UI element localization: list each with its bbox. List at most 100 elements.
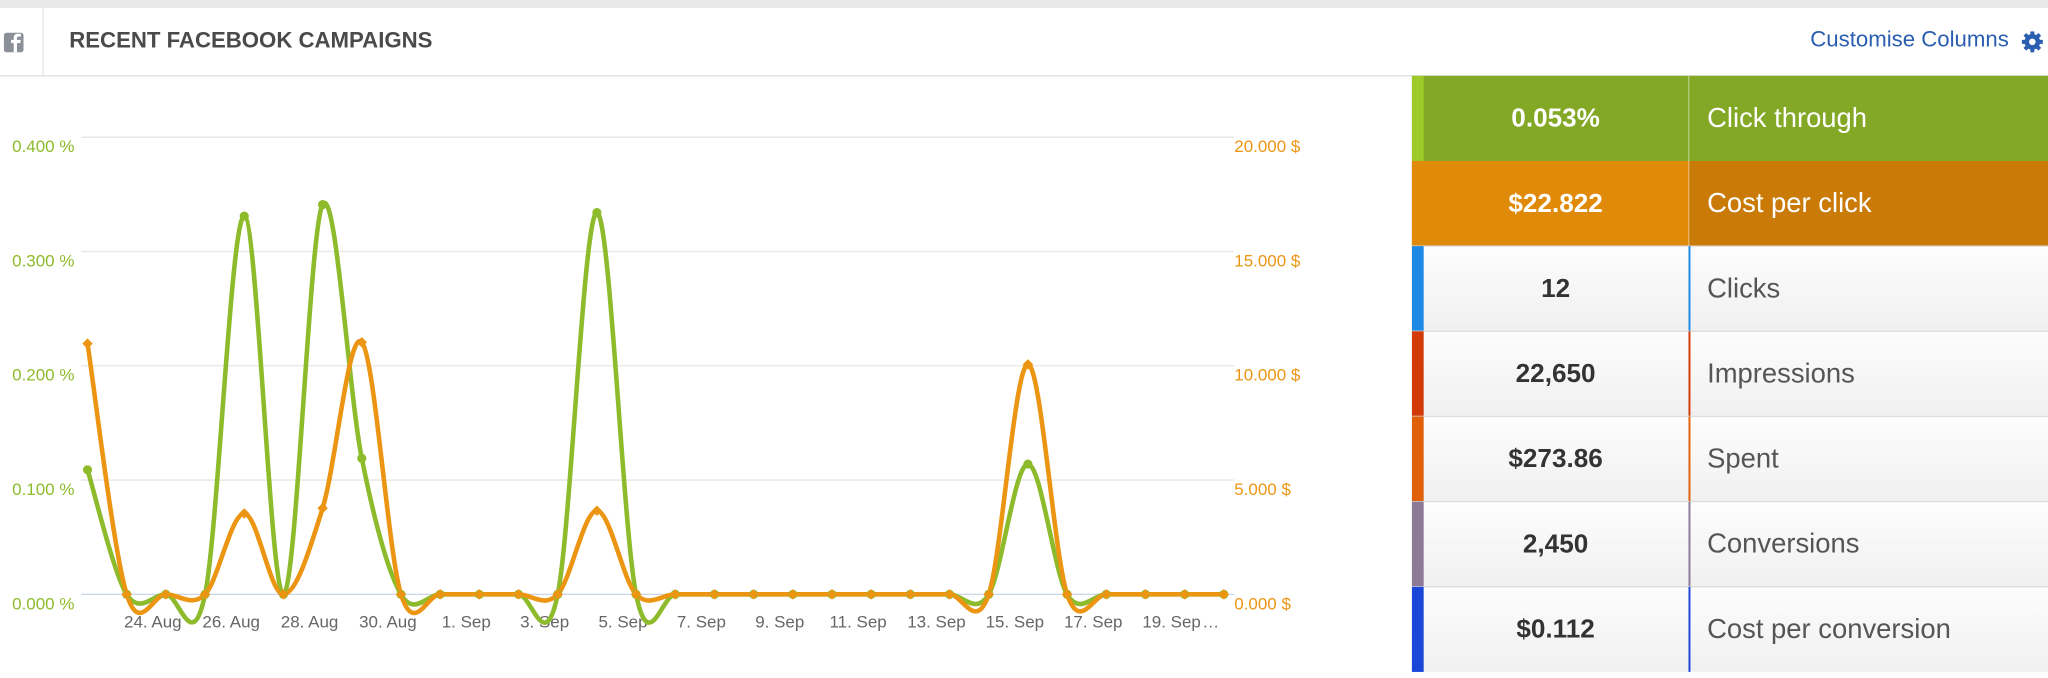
metric-value-cell [1411, 160, 1689, 247]
point-marker [1140, 589, 1151, 600]
point-marker [944, 589, 955, 600]
metric-row[interactable]: $22.822 Cost per click [1411, 160, 2048, 247]
y-tick-label: 0.000 % [12, 594, 74, 613]
x-tick-label: 5. Sep [598, 613, 647, 632]
metric-row[interactable]: 2,450 Conversions [1411, 500, 2048, 587]
metric-value: $0.112 [1516, 614, 1594, 644]
metric-value-cell [1411, 75, 1689, 161]
point-marker [239, 508, 250, 519]
point-marker [1022, 359, 1034, 370]
metric-cell [1411, 501, 2048, 587]
x-tick-label: 1. Sep [442, 613, 491, 632]
point-marker [121, 589, 132, 600]
x-tick-label: 13. Sep [907, 613, 966, 632]
point-marker [1218, 589, 1230, 600]
y2-tick-label: 15.000 $ [1234, 251, 1301, 270]
x-tick-label: 26. Aug [202, 613, 260, 632]
point-marker [318, 200, 328, 210]
metric-color-strip [1411, 501, 1424, 587]
metric-cell [1411, 416, 2048, 502]
x-tick-label: 24. Aug [124, 613, 182, 632]
point-marker [552, 589, 563, 600]
point-marker [709, 589, 720, 600]
point-marker [357, 453, 367, 463]
panel-title: RECENT FACEBOOK CAMPAIGNS [69, 28, 432, 53]
point-marker [748, 589, 759, 600]
series-line [85, 200, 1224, 625]
metric-row[interactable]: 12 Clicks [1411, 245, 2048, 332]
y2-tick-label: 5.000 $ [1234, 480, 1291, 499]
metric-color-strip [1411, 331, 1424, 417]
metric-color-strip [1411, 160, 1424, 247]
point-marker [317, 502, 328, 514]
point-marker [592, 208, 602, 218]
x-tick-label: 9. Sep [755, 613, 804, 632]
metric-value: $273.86 [1508, 443, 1602, 473]
metric-label: Conversions [1707, 528, 1859, 559]
point-marker [513, 589, 524, 600]
point-marker [395, 589, 407, 600]
metric-label-cell [1688, 75, 2048, 161]
y-tick-label: 0.300 % [12, 251, 74, 270]
metric-label: Cost per conversion [1707, 613, 1951, 644]
point-marker [787, 589, 799, 600]
point-marker [1179, 589, 1190, 600]
metrics-panel: 0.053% Click through $22.822 Cost per click… [1411, 75, 2048, 672]
x-tick-label: 28. Aug [281, 613, 339, 632]
point-marker [591, 505, 603, 516]
metric-label: Click through [1707, 102, 1867, 133]
y-tick-label: 0.200 % [12, 366, 74, 385]
metric-row[interactable]: 0.053% Click through [1411, 75, 2048, 161]
x-tick-label: … [1202, 613, 1219, 632]
point-marker [199, 589, 211, 600]
point-marker [474, 589, 485, 600]
metric-row[interactable]: $0.112 Cost per conversion [1411, 586, 2048, 672]
chart: 0.000 % 0.100 % 0.200 % 0.300 % 0.400 % 0.000… [12, 136, 1301, 632]
y-tick-label: 0.400 % [12, 137, 74, 156]
point-marker [239, 211, 249, 221]
point-marker [160, 589, 172, 600]
point-marker [826, 589, 838, 600]
point-marker [82, 465, 93, 475]
x-tick-label: 17. Sep [1064, 613, 1123, 632]
point-marker [670, 589, 681, 600]
y-tick-label: 0.100 % [12, 480, 74, 499]
customise-columns-link[interactable]: Customise Columns [1810, 26, 2009, 51]
metric-row[interactable]: 22,650 Impressions [1411, 330, 2048, 417]
metric-value: 0.053% [1511, 103, 1600, 133]
point-marker [1101, 589, 1112, 600]
metric-value: 22,650 [1516, 358, 1596, 388]
point-marker [356, 337, 368, 348]
metric-color-strip [1411, 246, 1424, 332]
metric-value: $22.822 [1508, 188, 1602, 218]
metric-color-strip [1411, 586, 1424, 672]
metric-row[interactable]: $273.86 Spent [1411, 415, 2048, 502]
x-tick-label: 19. Sep [1142, 613, 1201, 632]
point-marker [905, 589, 916, 600]
series-line [85, 339, 1224, 616]
point-marker [983, 589, 994, 600]
metric-label-cell [1688, 160, 2048, 247]
x-tick-label: 15. Sep [986, 613, 1045, 632]
metric-cell [1411, 246, 2048, 332]
point-marker [1023, 459, 1033, 469]
metric-value: 2,450 [1523, 528, 1588, 558]
metric-label: Impressions [1707, 357, 1855, 388]
y2-tick-label: 10.000 $ [1234, 366, 1301, 385]
x-tick-label: 11. Sep [829, 613, 886, 632]
y2-tick-label: 20.000 $ [1234, 137, 1301, 156]
metric-color-strip [1411, 75, 1424, 161]
x-tick-label: 7. Sep [677, 613, 726, 632]
x-tick-label: 30. Aug [359, 613, 417, 632]
metric-cell [1411, 586, 2048, 672]
metric-cell [1411, 331, 2048, 417]
settings-gear[interactable] [2021, 31, 2043, 53]
metric-value: 12 [1541, 273, 1570, 303]
point-marker [865, 589, 877, 600]
metric-label: Spent [1707, 443, 1779, 474]
point-marker [82, 338, 93, 349]
point-marker [434, 589, 446, 600]
metric-label: Clicks [1707, 272, 1780, 303]
